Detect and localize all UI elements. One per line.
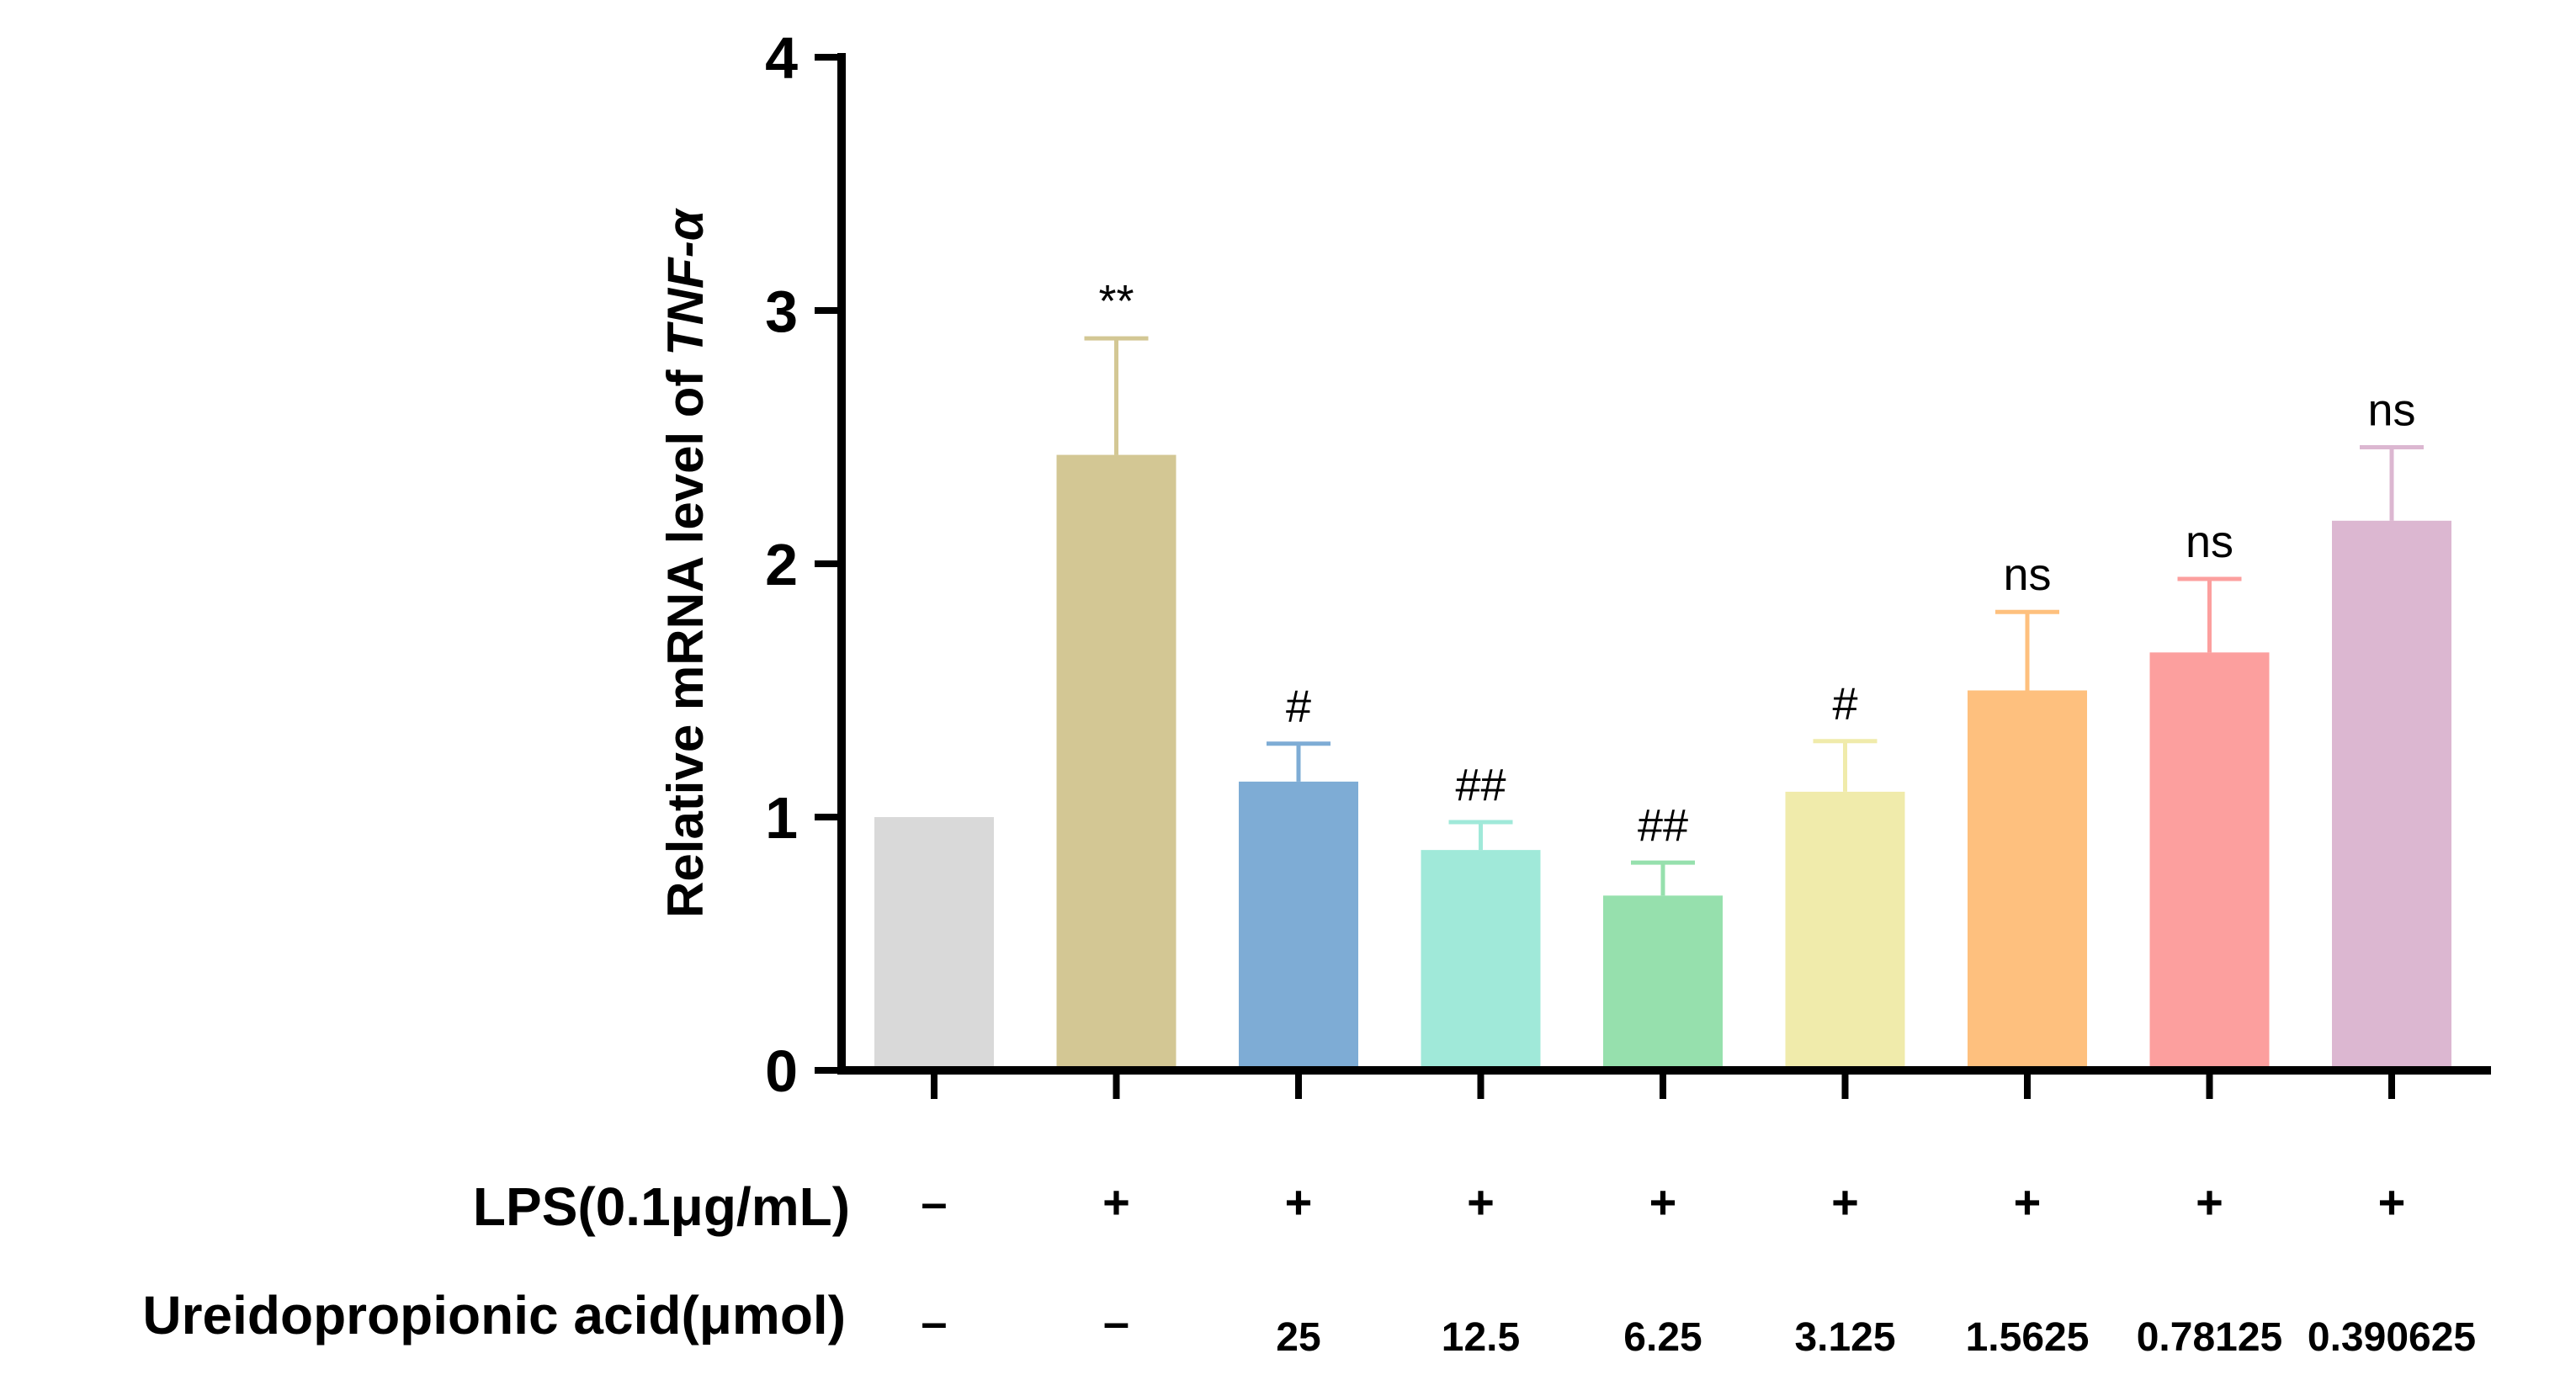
row-1-value-2: + xyxy=(1102,1176,1130,1229)
y-axis-title: Relative mRNA level of TNF-α xyxy=(657,207,714,918)
row-title-2: Ureidopropionic acid(μmol) xyxy=(142,1285,846,1346)
significance-label-3: # xyxy=(1286,682,1311,732)
bar-6 xyxy=(1785,791,1905,1070)
condition-table: LPS(0.1μg/mL) – + + + + + + + + Ureidopropionic ac… xyxy=(142,1176,2476,1360)
row-1-value-3: + xyxy=(1285,1176,1313,1229)
row-1-value-5: + xyxy=(1649,1176,1677,1229)
row-2-value-3: 25 xyxy=(1276,1315,1320,1360)
y-axis-title-prefix: Relative mRNA level of xyxy=(657,356,714,918)
significance-label-6: # xyxy=(1832,679,1857,730)
y-tick-label: 4 xyxy=(765,25,798,91)
y-axis: 0 1 2 3 4 Relative mRNA level of TNF-α xyxy=(657,25,846,1104)
row-1-value-4: + xyxy=(1467,1176,1495,1229)
significance-label-2: ** xyxy=(1098,276,1134,326)
bar-4 xyxy=(1421,850,1541,1070)
row-2-value-9: 0.390625 xyxy=(2308,1315,2476,1360)
y-tick-label: 2 xyxy=(765,532,798,597)
significance-label-7: ns xyxy=(2003,549,2051,600)
row-2-value-6: 3.125 xyxy=(1794,1315,1895,1360)
x-axis xyxy=(837,1066,2491,1099)
significance-label-4: ## xyxy=(1455,760,1506,810)
row-1-value-1: – xyxy=(921,1176,947,1229)
bar-5 xyxy=(1603,895,1723,1070)
row-1-value-8: + xyxy=(2196,1176,2223,1229)
significance-label-5: ## xyxy=(1638,800,1688,851)
significance-label-8: ns xyxy=(2186,517,2233,567)
y-axis-title-gene: TNF-α xyxy=(657,207,714,356)
bar-2 xyxy=(1056,454,1176,1070)
row-title-1: LPS(0.1μg/mL) xyxy=(473,1176,850,1237)
bar-1 xyxy=(874,817,994,1070)
row-2-value-7: 1.5625 xyxy=(1966,1315,2090,1360)
bar-9 xyxy=(2332,520,2451,1070)
row-1-value-7: + xyxy=(2014,1176,2042,1229)
row-2-value-4: 12.5 xyxy=(1442,1315,1520,1360)
bar-3 xyxy=(1239,781,1358,1070)
row-2-value-8: 0.78125 xyxy=(2137,1315,2283,1360)
y-tick-label: 3 xyxy=(765,279,798,344)
row-1-value-6: + xyxy=(1831,1176,1859,1229)
y-tick-label: 0 xyxy=(765,1038,798,1104)
row-2-value-5: 6.25 xyxy=(1623,1315,1702,1360)
significance-label-9: ns xyxy=(2367,385,2415,436)
y-tick-label: 1 xyxy=(765,785,798,851)
bar-7 xyxy=(1968,690,2087,1070)
bar-8 xyxy=(2149,652,2270,1070)
row-2-value-2: – xyxy=(1103,1295,1129,1348)
row-2-value-1: – xyxy=(921,1295,947,1348)
row-1-value-9: + xyxy=(2378,1176,2406,1229)
